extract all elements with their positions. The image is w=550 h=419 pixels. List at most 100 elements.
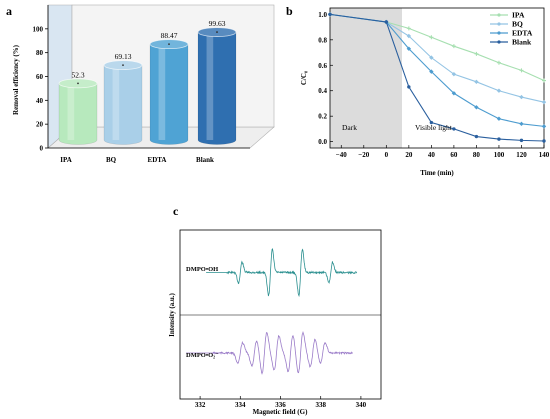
bar-top-dot <box>168 43 170 46</box>
panel-label-c: c <box>173 204 179 218</box>
bar-body <box>58 83 98 145</box>
x-tick-label: −20 <box>358 151 369 159</box>
y-tick-label: 0.6 <box>318 62 327 70</box>
data-point <box>429 69 434 74</box>
x-tick-label: EDTA <box>148 156 167 164</box>
data-point <box>541 99 547 105</box>
x-axis-label: Magnetic field (G) <box>253 408 308 416</box>
data-point <box>519 94 524 100</box>
data-point <box>474 79 479 85</box>
series <box>327 12 547 143</box>
data-point <box>496 88 502 93</box>
data-point <box>474 51 479 56</box>
data-point <box>406 26 411 31</box>
y-axis-label: Removal efficiency (%) <box>12 44 20 115</box>
y-ticks: 0 20 40 60 80 100 <box>33 25 48 153</box>
dark-label: Dark <box>342 123 357 132</box>
data-point <box>429 120 434 125</box>
x-tick-label: Blank <box>196 156 214 164</box>
data-point <box>474 105 479 110</box>
x-tick-label: 20 <box>405 151 413 159</box>
y-tick-label: 0.4 <box>318 87 327 95</box>
series-edta <box>327 12 547 129</box>
x-tick-label: BQ <box>106 156 117 164</box>
bar-ipa: 52.3 <box>58 70 98 145</box>
x-tick-label: 332 <box>195 401 206 409</box>
x-ticks: 332 334 336 338 340 <box>195 396 367 409</box>
x-tick-labels: IPA BQ EDTA Blank <box>60 156 214 164</box>
bar-highlight <box>206 32 214 140</box>
data-point <box>451 44 456 49</box>
value-label: 99.63 <box>209 19 226 28</box>
bar-body <box>197 31 237 145</box>
data-point <box>542 139 546 143</box>
data-point <box>519 121 524 127</box>
x-tick-label: 40 <box>428 151 436 159</box>
y-tick-label: 100 <box>33 25 44 33</box>
x-tick-label: 336 <box>275 401 286 409</box>
y-tick-label: 60 <box>36 73 44 81</box>
bar-edta: 88.47 <box>149 31 189 145</box>
data-point <box>496 116 502 121</box>
plot-frame <box>179 229 382 400</box>
data-point <box>406 33 412 39</box>
data-point <box>406 46 412 51</box>
data-point <box>328 12 332 17</box>
legend-marker <box>497 22 501 26</box>
y-tick-label: 80 <box>36 49 44 57</box>
data-point <box>429 35 434 40</box>
bar-body <box>149 43 189 145</box>
bar-highlight <box>67 83 75 140</box>
x-tick-label: 340 <box>356 401 367 409</box>
value-label: 69.13 <box>115 52 132 61</box>
bar-blank: 99.63 <box>197 19 237 145</box>
x-tick-label: 338 <box>315 401 326 409</box>
x-tick-label: 334 <box>235 401 246 409</box>
data-point <box>519 138 524 143</box>
bar-top-dot <box>216 31 218 33</box>
bars: 52.3 69.13 88.47 99.63 <box>58 19 237 145</box>
data-point <box>451 71 457 77</box>
legend-label: BQ <box>512 20 523 29</box>
spectrum-dmpo-oh <box>206 248 358 298</box>
data-point <box>497 137 501 141</box>
plot-frame <box>329 7 545 149</box>
y-tick-label: 1.0 <box>318 11 327 19</box>
data-point <box>474 134 479 139</box>
bar-top-dot <box>77 82 79 85</box>
value-label: 88.47 <box>161 31 178 40</box>
spectra <box>186 248 358 375</box>
x-tick-label: 140 <box>539 151 550 159</box>
data-point <box>541 124 547 129</box>
legend-marker <box>497 40 501 44</box>
data-point <box>519 68 524 73</box>
spectrum-dmpo-o2 <box>186 330 353 375</box>
data-point <box>407 85 411 89</box>
x-axis-label: Time (min) <box>420 169 454 177</box>
axis-ticks: −40 −20 0 20 40 60 80 100 120 140 0.0 0.2 0.4 0.6 0.8 1… <box>318 11 550 159</box>
visible-light-label: Visible light <box>415 123 453 132</box>
data-point <box>384 20 389 24</box>
y-axis-label: C/C₀ <box>300 71 308 85</box>
y-tick-label: 0 <box>40 145 44 153</box>
bar-highlight <box>158 44 166 140</box>
y-axis-label: Intensity (a.u.) <box>168 292 176 336</box>
data-point <box>451 91 457 96</box>
bar-body <box>103 64 143 145</box>
data-point <box>429 55 434 60</box>
legend-label: IPA <box>512 11 525 20</box>
x-tick-label: −40 <box>336 151 347 159</box>
x-tick-label: 100 <box>494 151 505 159</box>
bar-top-dot <box>122 64 124 67</box>
series-blank <box>328 12 546 143</box>
epr-spectra: 332 334 336 338 340 DMPO•OH DMPO•O₂⁻ Magneti… <box>168 229 382 416</box>
dmpo-o2-label: DMPO•O₂⁻ <box>186 352 219 359</box>
y-tick-label: 20 <box>36 121 44 129</box>
x-tick-label: 80 <box>473 151 481 159</box>
bar-chart-removal-efficiency: 0 20 40 60 80 100 52.3 69.13 88.47 99.63 IPA BQ ED… <box>12 4 275 164</box>
panel-label-a: a <box>6 4 12 18</box>
x-tick-label: 60 <box>450 151 458 159</box>
y-tick-label: 0.8 <box>318 36 327 44</box>
